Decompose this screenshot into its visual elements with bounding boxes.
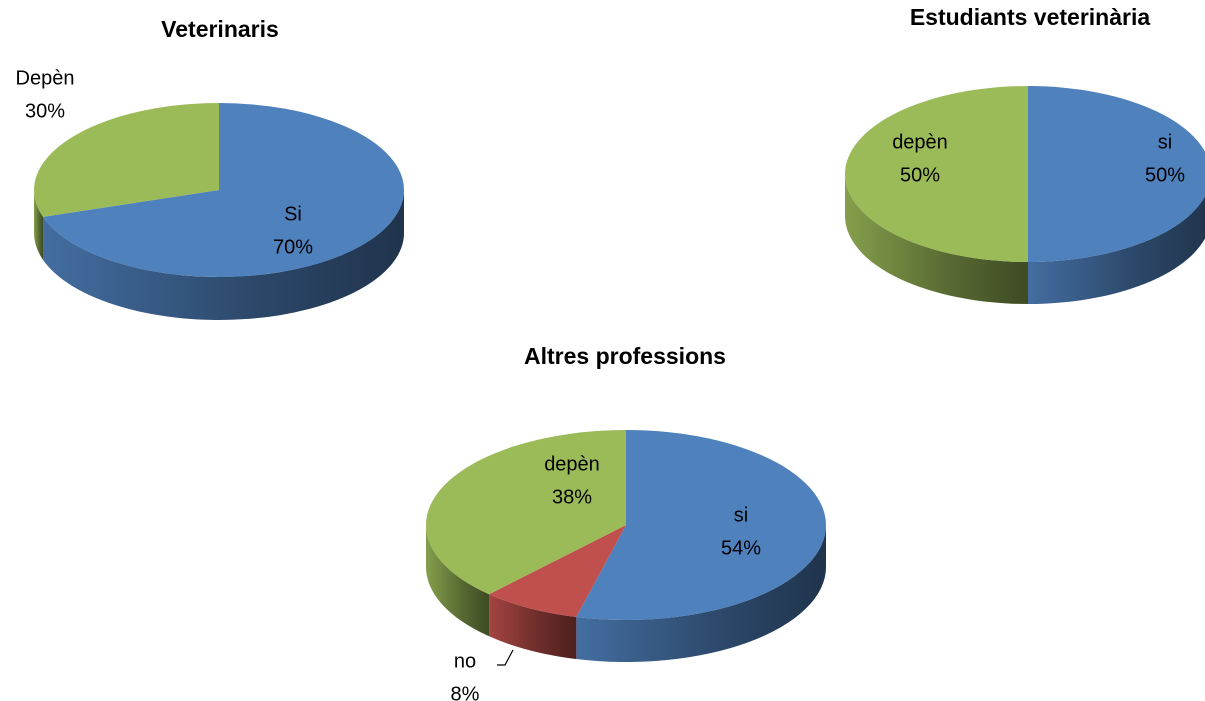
- slice-side-shade: [426, 525, 490, 637]
- pie-slice: [1028, 86, 1205, 262]
- chart-title: Veterinaris: [161, 16, 279, 42]
- slice-top: [489, 525, 626, 618]
- slice-top: [576, 430, 826, 620]
- chart-title: Estudiants veterinària: [910, 4, 1151, 30]
- slice-side-shade: [34, 190, 44, 260]
- slice-side-shade: [43, 190, 405, 321]
- pie-slice: [489, 525, 626, 618]
- slice-value-label: 70%: [273, 236, 313, 258]
- slice-label: depèn: [892, 131, 948, 153]
- slice-top: [33, 103, 219, 217]
- slice-top: [426, 430, 626, 595]
- slice-value-label: 38%: [552, 486, 592, 508]
- pie-slice: [426, 430, 626, 595]
- slice-side-shade: [489, 594, 577, 660]
- slice-side: [576, 525, 826, 663]
- pie-slice: [576, 430, 826, 620]
- slice-label: si: [734, 504, 748, 526]
- slice-side-shade: [845, 174, 1028, 304]
- leader-line: [497, 649, 514, 666]
- slice-top: [845, 86, 1028, 262]
- slice-label: Si: [284, 203, 302, 225]
- slice-value-label: 30%: [25, 100, 65, 122]
- slice-label: Depèn: [16, 67, 75, 89]
- slice-side: [426, 525, 490, 637]
- slice-side: [34, 190, 44, 260]
- pie-slice: [845, 86, 1028, 262]
- slice-label: no: [454, 650, 476, 672]
- pie-slice: [43, 103, 404, 277]
- slice-value-label: 50%: [1145, 164, 1185, 186]
- slice-side: [845, 174, 1028, 304]
- slice-side: [43, 190, 405, 321]
- slice-value-label: 8%: [451, 683, 480, 701]
- slice-label: depèn: [544, 453, 600, 475]
- slice-side-shade: [1028, 196, 1205, 304]
- slice-side-shade: [576, 525, 826, 663]
- slice-side: [489, 594, 577, 660]
- slice-side: [1028, 196, 1205, 304]
- slice-value-label: 50%: [900, 164, 940, 186]
- slice-label: si: [1158, 131, 1172, 153]
- slice-top: [1028, 86, 1205, 262]
- pie-slice: [33, 103, 219, 217]
- chart-title: Altres professions: [524, 343, 726, 369]
- slice-value-label: 54%: [721, 537, 761, 559]
- slice-top: [43, 103, 404, 277]
